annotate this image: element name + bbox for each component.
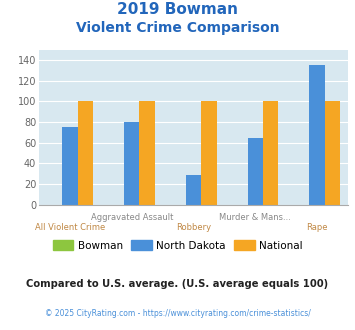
Bar [325,101,340,205]
Bar [263,101,278,205]
Text: © 2025 CityRating.com - https://www.cityrating.com/crime-statistics/: © 2025 CityRating.com - https://www.city… [45,309,310,317]
Bar [124,122,140,205]
Bar [201,101,217,205]
Text: Compared to U.S. average. (U.S. average equals 100): Compared to U.S. average. (U.S. average … [26,279,329,289]
Bar [140,101,155,205]
Text: Murder & Mans...: Murder & Mans... [219,213,291,222]
Text: Rape: Rape [306,223,328,232]
Text: Violent Crime Comparison: Violent Crime Comparison [76,21,279,35]
Bar [78,101,93,205]
Legend: Bowman, North Dakota, National: Bowman, North Dakota, National [48,236,307,255]
Bar [309,65,325,205]
Bar [186,175,201,205]
Text: 2019 Bowman: 2019 Bowman [117,2,238,16]
Bar [62,127,78,205]
Text: Aggravated Assault: Aggravated Assault [91,213,173,222]
Text: Robbery: Robbery [176,223,211,232]
Text: All Violent Crime: All Violent Crime [35,223,105,232]
Bar [247,138,263,205]
